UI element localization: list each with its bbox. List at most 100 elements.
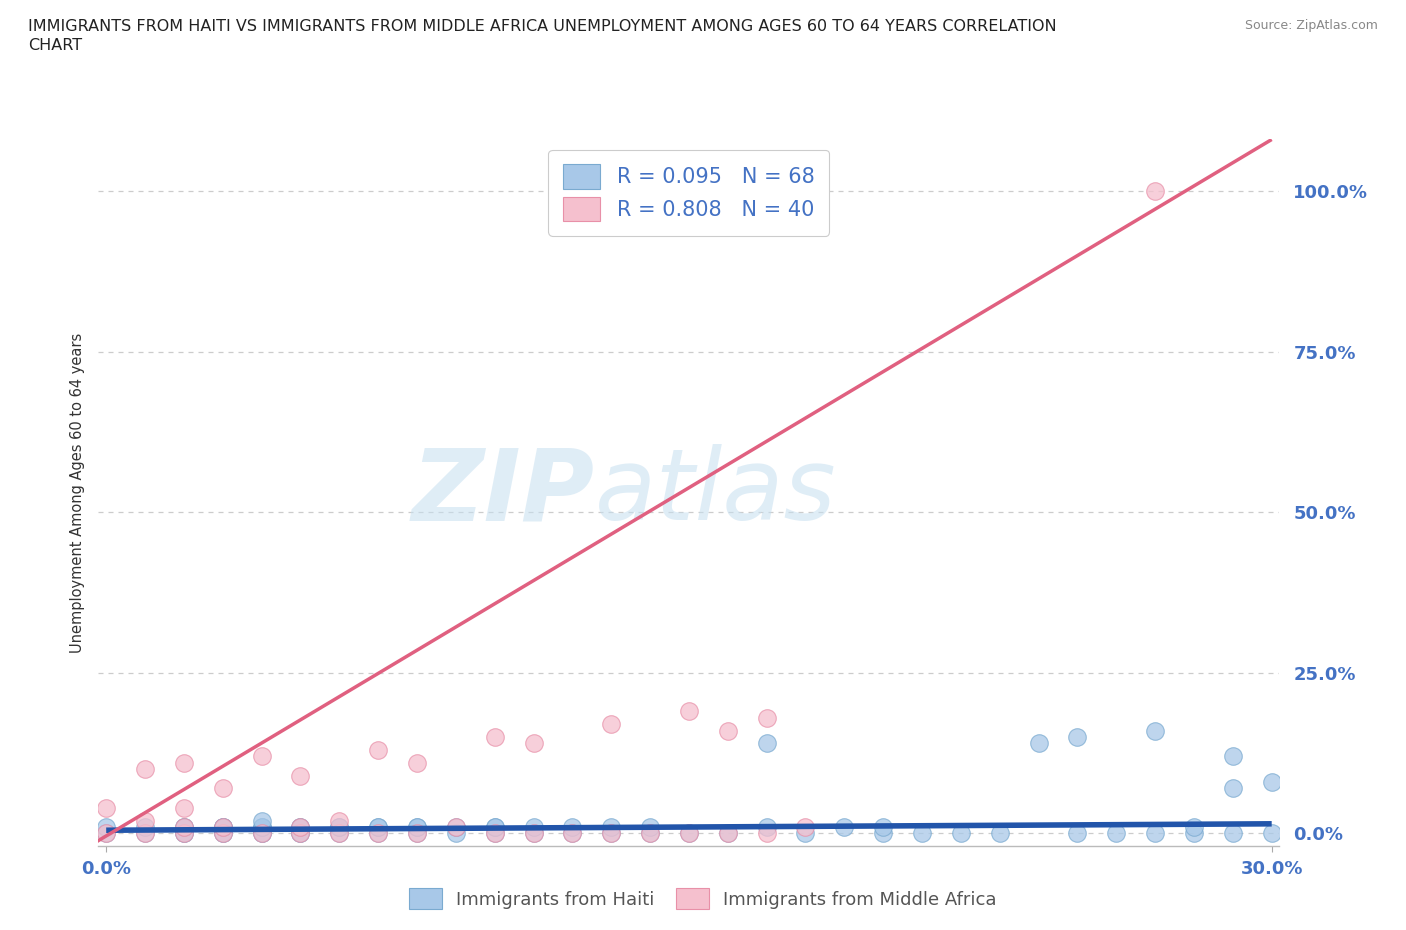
Point [1260, 775, 1282, 790]
Point [173, 819, 195, 834]
Text: Source: ZipAtlas.com: Source: ZipAtlas.com [1244, 19, 1378, 32]
Point [755, 826, 778, 841]
Point [290, 819, 312, 834]
Point [134, 826, 156, 841]
Point [1182, 819, 1205, 834]
Point [290, 819, 312, 834]
Text: ZIP: ZIP [412, 445, 595, 541]
Point [96, 826, 118, 841]
Point [367, 826, 389, 841]
Point [988, 826, 1011, 841]
Point [872, 826, 894, 841]
Point [755, 819, 778, 834]
Point [484, 826, 506, 841]
Point [96, 801, 118, 816]
Point [600, 717, 623, 732]
Point [1144, 183, 1167, 198]
Point [406, 826, 429, 841]
Point [1222, 826, 1244, 841]
Point [250, 749, 273, 764]
Point [1144, 724, 1167, 738]
Point [406, 819, 429, 834]
Point [638, 826, 661, 841]
Point [522, 826, 544, 841]
Point [834, 819, 856, 834]
Point [911, 826, 934, 841]
Point [600, 819, 623, 834]
Point [638, 826, 661, 841]
Point [290, 826, 312, 841]
Point [406, 826, 429, 841]
Point [211, 819, 233, 834]
Point [1066, 730, 1088, 745]
Point [250, 819, 273, 834]
Point [717, 826, 740, 841]
Point [522, 819, 544, 834]
Text: atlas: atlas [595, 445, 837, 541]
Point [211, 826, 233, 841]
Point [484, 826, 506, 841]
Point [173, 826, 195, 841]
Point [367, 826, 389, 841]
Point [755, 711, 778, 725]
Point [678, 826, 700, 841]
Point [328, 819, 350, 834]
Point [484, 819, 506, 834]
Point [1222, 749, 1244, 764]
Point [755, 736, 778, 751]
Text: IMMIGRANTS FROM HAITI VS IMMIGRANTS FROM MIDDLE AFRICA UNEMPLOYMENT AMONG AGES 6: IMMIGRANTS FROM HAITI VS IMMIGRANTS FROM… [28, 19, 1057, 53]
Point [134, 819, 156, 834]
Point [290, 768, 312, 783]
Point [250, 826, 273, 841]
Point [173, 819, 195, 834]
Point [1028, 736, 1050, 751]
Point [211, 819, 233, 834]
Point [1066, 826, 1088, 841]
Point [250, 826, 273, 841]
Point [367, 819, 389, 834]
Point [211, 781, 233, 796]
Point [600, 826, 623, 841]
Point [328, 826, 350, 841]
Point [96, 819, 118, 834]
Point [173, 755, 195, 770]
Point [290, 826, 312, 841]
Legend: R = 0.095   N = 68, R = 0.808   N = 40: R = 0.095 N = 68, R = 0.808 N = 40 [548, 150, 830, 235]
Point [522, 826, 544, 841]
Point [250, 826, 273, 841]
Point [211, 819, 233, 834]
Point [600, 826, 623, 841]
Point [173, 826, 195, 841]
Point [290, 826, 312, 841]
Point [406, 755, 429, 770]
Point [173, 819, 195, 834]
Point [872, 819, 894, 834]
Point [367, 742, 389, 757]
Point [250, 819, 273, 834]
Point [1222, 781, 1244, 796]
Point [444, 819, 467, 834]
Point [522, 736, 544, 751]
Point [561, 826, 583, 841]
Point [717, 724, 740, 738]
Y-axis label: Unemployment Among Ages 60 to 64 years: Unemployment Among Ages 60 to 64 years [69, 333, 84, 653]
Point [1144, 826, 1167, 841]
Point [250, 813, 273, 828]
Point [328, 826, 350, 841]
Point [1105, 826, 1128, 841]
Point [949, 826, 972, 841]
Point [678, 704, 700, 719]
Point [406, 819, 429, 834]
Point [211, 826, 233, 841]
Point [561, 826, 583, 841]
Point [367, 819, 389, 834]
Point [134, 762, 156, 777]
Point [717, 826, 740, 841]
Point [96, 826, 118, 841]
Point [444, 826, 467, 841]
Point [638, 819, 661, 834]
Point [328, 813, 350, 828]
Point [173, 801, 195, 816]
Point [1182, 826, 1205, 841]
Point [211, 819, 233, 834]
